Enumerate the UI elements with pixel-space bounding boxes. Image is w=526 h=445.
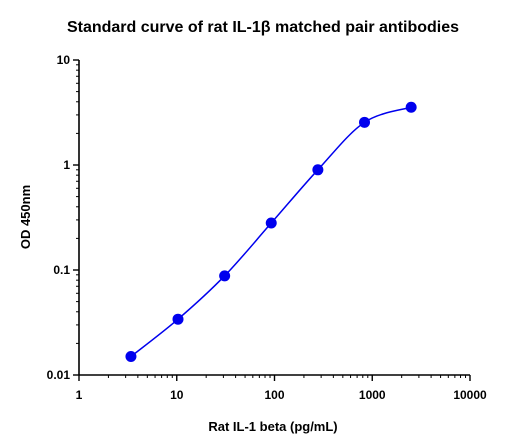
data-point [172, 313, 184, 325]
y-tick-label: 0.01 [47, 368, 71, 382]
data-points-layer [125, 101, 417, 363]
y-tick-label: 1 [63, 158, 70, 172]
x-tick-label: 10000 [453, 388, 487, 402]
x-tick-label: 1000 [359, 388, 386, 402]
data-point [265, 217, 277, 229]
x-tick-label: 10 [170, 388, 184, 402]
x-tick-label: 1 [76, 388, 83, 402]
y-tick-label: 10 [57, 53, 71, 67]
data-point [125, 351, 137, 363]
data-point [312, 164, 324, 176]
data-point [359, 116, 371, 128]
y-axis-label: OD 450nm [18, 185, 33, 249]
x-axis-label: Rat IL-1 beta (pg/mL) [208, 419, 337, 434]
axes: 1 10 100 1000 10000 0.01 0.1 1 10 [47, 53, 487, 402]
x-tick-label: 100 [264, 388, 284, 402]
data-point [405, 101, 417, 113]
data-point [219, 270, 231, 282]
y-tick-label: 0.1 [53, 263, 70, 277]
chart-title: Standard curve of rat IL-1β matched pair… [67, 19, 459, 36]
